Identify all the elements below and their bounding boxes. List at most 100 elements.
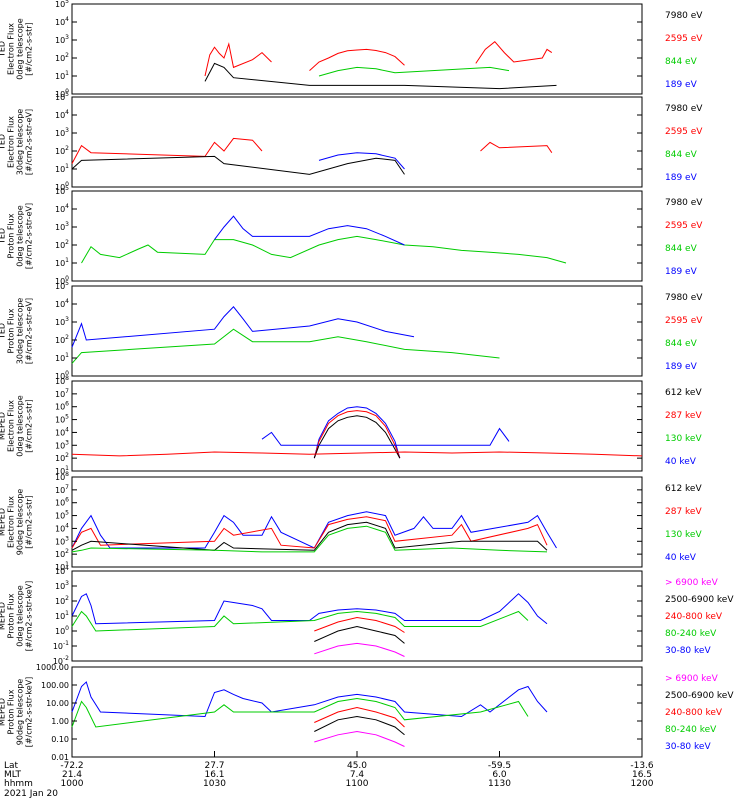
y-axis-label: TED <box>0 323 7 340</box>
series-line <box>314 625 405 644</box>
legend-entry: 80-240 keV <box>665 725 717 735</box>
y-tick-label: 108 <box>55 375 69 386</box>
series-line <box>313 406 401 459</box>
y-tick-label: 101 <box>55 257 69 268</box>
legend-entry: 2595 eV <box>665 221 703 231</box>
y-tick-label: 103 <box>55 127 69 138</box>
panel-frame <box>71 285 643 377</box>
y-tick-label: 104 <box>55 565 69 576</box>
legend-entry: 189 eV <box>665 173 698 183</box>
series-line <box>81 235 567 264</box>
legend-entry: 189 eV <box>665 362 698 372</box>
footer-value: -13.6 <box>630 761 654 771</box>
y-axis-label: Proton Flux <box>7 213 16 258</box>
series-line <box>313 415 401 459</box>
y-axis-label: [#/cm2-s-str-eV] <box>25 298 34 364</box>
footer-value: 21.4 <box>62 770 82 780</box>
y-tick-label: 101 <box>55 352 69 363</box>
legend-entry: 2595 eV <box>665 127 703 137</box>
legend-entry: 7980 eV <box>665 198 703 208</box>
y-axis-label: [#/cm2-s-str] <box>25 495 34 548</box>
y-tick-label: 103 <box>55 221 69 232</box>
y-tick-label: 102 <box>55 334 69 345</box>
y-axis-label: Electron Flux <box>7 23 16 75</box>
y-tick-label: 104 <box>55 109 69 120</box>
y-axis-label: Proton Flux <box>7 689 16 734</box>
y-tick-label: 103 <box>55 316 69 327</box>
series-line <box>204 62 557 90</box>
y-axis-label: [#/cm2-s-str] <box>25 22 34 75</box>
y-tick-label: 102 <box>55 452 69 463</box>
y-tick-label: 101 <box>55 163 69 174</box>
y-tick-label: 104 <box>55 298 69 309</box>
legend-entry: 7980 eV <box>665 104 703 114</box>
series-line <box>214 215 405 246</box>
series-line <box>71 328 500 364</box>
y-tick-label: 100.00 <box>41 681 69 690</box>
footer-value: 1130 <box>488 779 511 789</box>
series-line <box>71 697 529 728</box>
y-tick-label: 10-1 <box>53 640 69 651</box>
series-line <box>71 516 548 549</box>
y-tick-label: 1000.00 <box>36 663 69 672</box>
panel-frame <box>71 476 643 568</box>
footer-value: 1200 <box>631 779 654 789</box>
footer-value: 1030 <box>203 779 226 789</box>
panel-frame <box>71 380 643 472</box>
y-axis-label: MEPED <box>0 508 7 536</box>
footer-value: 1100 <box>346 779 369 789</box>
y-axis-label: Electron Flux <box>7 400 16 452</box>
y-axis-label: 0deg telescope <box>16 18 25 79</box>
y-tick-label: 105 <box>55 510 69 521</box>
y-tick-label: 104 <box>55 426 69 437</box>
legend-entry: 189 eV <box>665 80 698 90</box>
y-tick-label: 104 <box>55 522 69 533</box>
y-axis-label: [#/cm2-s-str] <box>25 399 34 452</box>
y-axis-label: [#/cm2-s-str-eV] <box>25 203 34 269</box>
footer-value: 6.0 <box>492 770 507 780</box>
legend-entry: 130 keV <box>665 530 702 540</box>
series-line <box>309 48 405 71</box>
series-line <box>71 306 415 348</box>
series-line <box>314 706 405 728</box>
legend-entry: 2595 eV <box>665 34 703 44</box>
legend-entry: 844 eV <box>665 57 698 67</box>
series-line <box>71 681 548 718</box>
legend-entry: 2500-6900 keV <box>665 691 734 701</box>
series-line <box>71 451 643 457</box>
series-line <box>318 66 510 77</box>
series-line <box>480 141 553 153</box>
y-tick-label: 102 <box>55 239 69 250</box>
legend-entry: 844 eV <box>665 244 698 254</box>
legend-entry: 7980 eV <box>665 293 703 303</box>
legend-entry: 7980 eV <box>665 11 703 21</box>
y-tick-label: 1.00 <box>51 717 69 726</box>
y-tick-label: 105 <box>55 91 69 102</box>
legend-entry: 287 keV <box>665 507 702 517</box>
y-tick-label: 100 <box>55 88 69 99</box>
series-line <box>313 410 401 459</box>
y-axis-label: 90deg telescope <box>16 679 25 746</box>
y-tick-label: 0.10 <box>51 735 69 744</box>
y-axis-label: Proton Flux <box>7 593 16 638</box>
legend-entry: 130 keV <box>665 434 702 444</box>
y-tick-label: 102 <box>55 548 69 559</box>
legend-entry: 30-80 keV <box>665 646 711 656</box>
y-tick-label: 10.00 <box>46 699 69 708</box>
y-tick-label: 104 <box>55 203 69 214</box>
y-tick-label: 101 <box>55 70 69 81</box>
y-axis-label: MEPED <box>0 412 7 440</box>
y-axis-label: Electron Flux <box>7 116 16 168</box>
panel-frame <box>71 666 643 758</box>
footer-value: -72.2 <box>60 761 83 771</box>
y-axis-label: 0deg telescope <box>16 395 25 456</box>
y-tick-label: 103 <box>55 535 69 546</box>
series-line <box>318 152 405 170</box>
panel-frame <box>71 570 643 662</box>
footer-value: 16.1 <box>204 770 224 780</box>
series-line <box>71 593 548 625</box>
panel-frame <box>71 190 643 282</box>
y-tick-label: 103 <box>55 580 69 591</box>
y-tick-label: 104 <box>55 16 69 27</box>
legend-entry: 844 eV <box>665 339 698 349</box>
